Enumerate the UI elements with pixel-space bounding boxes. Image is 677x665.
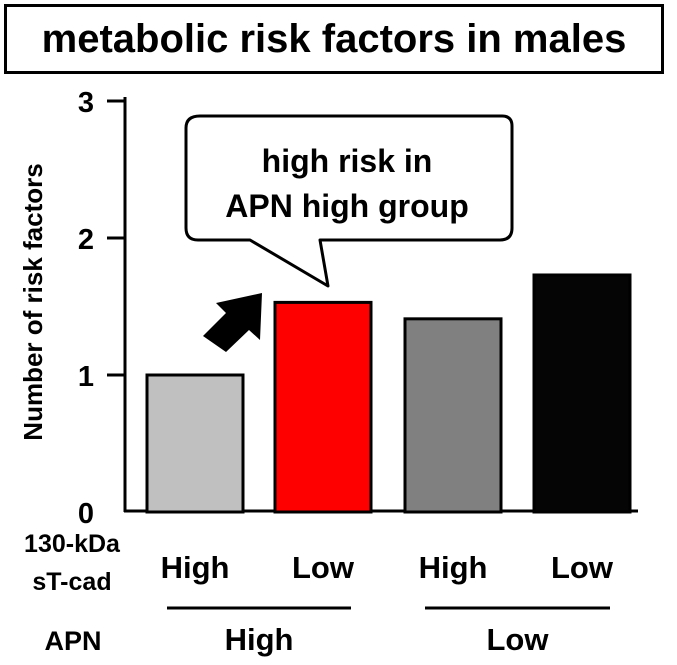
- y-tick-label: 3: [78, 87, 94, 119]
- bar-3: [403, 317, 503, 514]
- group-labels: High Low: [167, 606, 610, 657]
- chart-title-box: metabolic risk factors in males: [4, 4, 664, 74]
- category-row-label-line-1: 130-kDa: [24, 530, 121, 558]
- x-tick-label: High: [419, 550, 488, 585]
- chart-title: metabolic risk factors in males: [41, 16, 627, 61]
- y-ticks: 0 1 2 3: [78, 87, 125, 530]
- bar-2: [273, 300, 373, 514]
- y-axis-label: Number of risk factors: [18, 163, 48, 440]
- x-tick-labels: High Low High Low: [161, 550, 614, 585]
- y-tick-label: 2: [78, 224, 94, 256]
- annotation-line-1: high risk in: [262, 143, 433, 179]
- annotation-line-2: APN high group: [225, 188, 469, 224]
- category-row-label-line-2: sT-cad: [32, 568, 111, 596]
- annotation-callout: high risk in APN high group: [184, 114, 514, 288]
- bar-1: [145, 373, 245, 514]
- x-tick-label: High: [161, 550, 230, 585]
- y-tick-label: 1: [78, 361, 94, 393]
- x-tick-label: Low: [551, 550, 614, 585]
- y-tick-label: 0: [78, 498, 94, 530]
- x-tick-label: Low: [292, 550, 355, 585]
- bars: [145, 273, 632, 514]
- bar-4: [532, 273, 632, 514]
- group-label: High: [225, 622, 294, 657]
- speech-bubble: [184, 114, 514, 288]
- arrow-icon: [203, 293, 262, 352]
- group-label: Low: [487, 622, 550, 657]
- group-row-label: APN: [44, 626, 101, 656]
